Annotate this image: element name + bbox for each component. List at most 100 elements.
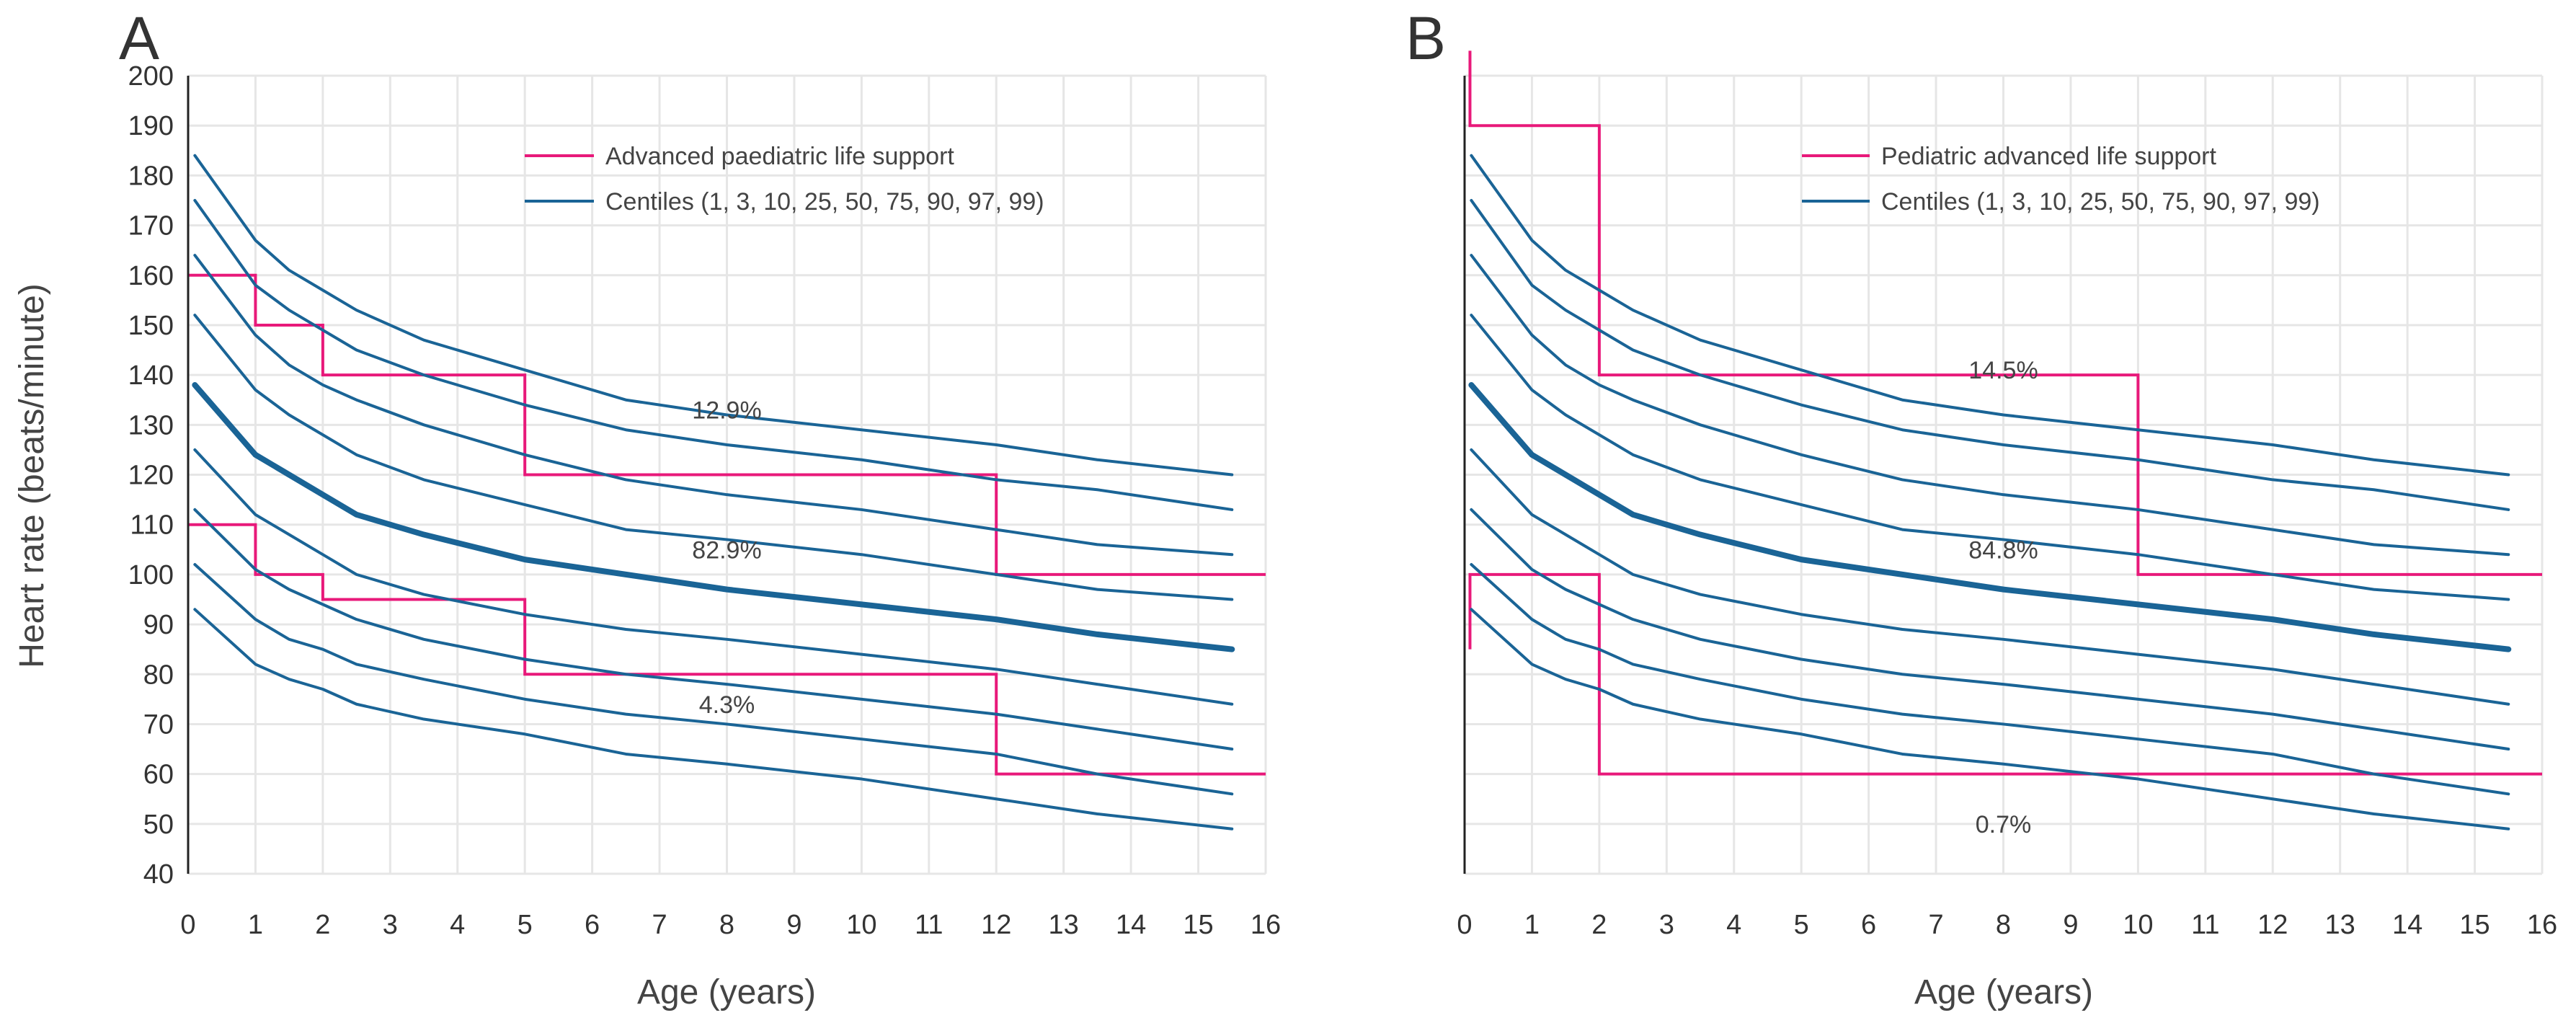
centile-line-10 xyxy=(1470,508,2510,751)
panel-a: A 0 1 2 3 4 5 6 7 8 9 10 11 12 13 14 15 1640506070809010… xyxy=(13,4,1281,1011)
guideline-lower-limit xyxy=(1468,572,2542,776)
y-tick-label: 180 xyxy=(128,161,174,191)
percentage-annotation: 0.7% xyxy=(1976,811,2032,838)
x-tick-label: 11 xyxy=(915,910,943,940)
legend-label-centiles: Centiles (1, 3, 10, 25, 50, 75, 90, 97, … xyxy=(1881,188,2320,216)
x-tick-label: 10 xyxy=(2123,910,2153,940)
y-tick-label: 110 xyxy=(130,510,174,541)
x-tick-label: 13 xyxy=(2325,910,2355,940)
centile-line-1 xyxy=(193,608,1234,831)
centile-line-3 xyxy=(193,563,1234,796)
centile-line-97 xyxy=(193,198,1234,511)
x-axis-title: Age (years) xyxy=(1914,973,2093,1011)
centile-line-1 xyxy=(1470,608,2510,831)
x-tick-label: 13 xyxy=(1049,910,1079,940)
centile-line-50 xyxy=(1468,381,2512,652)
centile-line-75 xyxy=(193,314,1234,601)
x-tick-label: 2 xyxy=(315,910,330,940)
percentage-annotation: 12.9% xyxy=(692,397,761,425)
guideline-lines xyxy=(1468,50,2542,776)
legend-label-guideline: Advanced paediatric life support xyxy=(605,143,954,170)
legend-label-guideline: Pediatric advanced life support xyxy=(1881,143,2216,170)
centile-line-75 xyxy=(1470,314,2510,601)
x-tick-label: 7 xyxy=(1928,910,1943,940)
guideline-lower-limit xyxy=(188,523,1266,776)
x-tick-label: 2 xyxy=(1591,910,1607,940)
panel-label: A xyxy=(119,4,159,72)
x-tick-label: 8 xyxy=(719,910,734,940)
x-tick-label: 16 xyxy=(1251,910,1281,940)
legend: Advanced paediatric life support Centile… xyxy=(525,143,1044,216)
legend: Pediatric advanced life support Centiles… xyxy=(1802,143,2320,216)
x-tick-label: 12 xyxy=(981,910,1011,940)
x-tick-label: 10 xyxy=(846,910,876,940)
guideline-upper-limit xyxy=(1468,50,2542,576)
x-tick-label: 5 xyxy=(518,910,533,940)
annotations: 12.9% 82.9% 4.3% xyxy=(692,397,761,719)
percentage-annotation: 84.8% xyxy=(1968,536,2038,564)
y-tick-label: 150 xyxy=(128,311,174,341)
x-tick-label: 14 xyxy=(1116,910,1146,940)
x-tick-label: 4 xyxy=(1726,910,1741,940)
x-tick-label: 15 xyxy=(2459,910,2490,940)
centile-line-50 xyxy=(192,381,1235,652)
centile-line-99 xyxy=(1470,154,2510,477)
centile-line-25 xyxy=(1470,448,2510,706)
x-tick-label: 6 xyxy=(585,910,600,940)
x-tick-label: 4 xyxy=(450,910,465,940)
tick-labels: 0 1 2 3 4 5 6 7 8 9 10 11 12 13 14 15 164050607080901001… xyxy=(128,61,1282,940)
y-tick-label: 90 xyxy=(143,610,174,640)
x-tick-label: 1 xyxy=(1524,910,1540,940)
x-tick-label: 16 xyxy=(2527,910,2557,940)
percentage-annotation: 82.9% xyxy=(692,536,761,564)
centile-lines xyxy=(192,154,1235,831)
y-axis-title: Heart rate (beats/minute) xyxy=(13,283,51,668)
x-tick-label: 3 xyxy=(1659,910,1674,940)
centile-line-10 xyxy=(193,508,1234,751)
annotations: 14.5% 84.8% 0.7% xyxy=(1968,357,2038,838)
centile-line-99 xyxy=(193,154,1234,477)
percentage-annotation: 14.5% xyxy=(1968,357,2038,384)
percentage-annotation: 4.3% xyxy=(699,691,755,719)
x-tick-label: 5 xyxy=(1794,910,1809,940)
x-tick-label: 14 xyxy=(2392,910,2422,940)
panel-label: B xyxy=(1405,4,1446,72)
centile-line-97 xyxy=(1470,198,2510,511)
centile-lines xyxy=(1468,154,2512,831)
y-tick-label: 50 xyxy=(143,810,174,840)
x-tick-label: 11 xyxy=(2191,910,2219,940)
panel-b: B 0 1 2 3 4 5 6 7 8 9 10 11 12 13 14 15 16 14.5%84.8%0.7… xyxy=(1405,4,2557,1011)
y-tick-label: 130 xyxy=(128,410,174,440)
y-tick-label: 40 xyxy=(143,859,174,890)
x-tick-label: 0 xyxy=(1457,910,1472,940)
centile-line-3 xyxy=(1470,563,2510,796)
x-tick-label: 7 xyxy=(652,910,667,940)
legend-label-centiles: Centiles (1, 3, 10, 25, 50, 75, 90, 97, … xyxy=(605,188,1044,216)
y-tick-label: 170 xyxy=(128,211,174,242)
y-tick-label: 100 xyxy=(128,560,174,590)
centile-line-90 xyxy=(1470,254,2510,557)
y-tick-label: 60 xyxy=(143,760,174,790)
y-tick-label: 120 xyxy=(128,461,174,491)
x-tick-label: 8 xyxy=(1996,910,2011,940)
y-tick-label: 200 xyxy=(128,61,174,92)
grid xyxy=(1465,74,2544,875)
x-tick-label: 12 xyxy=(2257,910,2288,940)
centile-line-25 xyxy=(193,448,1234,706)
x-tick-label: 9 xyxy=(2063,910,2078,940)
x-tick-label: 1 xyxy=(248,910,263,940)
x-tick-label: 0 xyxy=(180,910,195,940)
y-tick-label: 140 xyxy=(128,360,174,391)
x-tick-label: 9 xyxy=(786,910,801,940)
x-tick-label: 15 xyxy=(1183,910,1213,940)
y-tick-label: 70 xyxy=(143,709,174,740)
centile-line-90 xyxy=(193,254,1234,557)
y-tick-label: 160 xyxy=(128,261,174,291)
x-tick-label: 3 xyxy=(383,910,398,940)
y-tick-label: 80 xyxy=(143,660,174,690)
y-tick-label: 190 xyxy=(128,111,174,141)
tick-labels: 0 1 2 3 4 5 6 7 8 9 10 11 12 13 14 15 16 xyxy=(1457,910,2557,940)
x-axis-title: Age (years) xyxy=(637,973,816,1011)
x-tick-label: 6 xyxy=(1861,910,1876,940)
